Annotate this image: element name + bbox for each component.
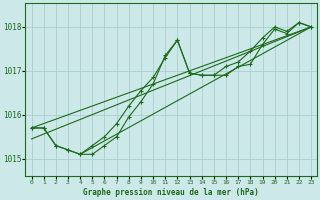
X-axis label: Graphe pression niveau de la mer (hPa): Graphe pression niveau de la mer (hPa): [84, 188, 259, 197]
